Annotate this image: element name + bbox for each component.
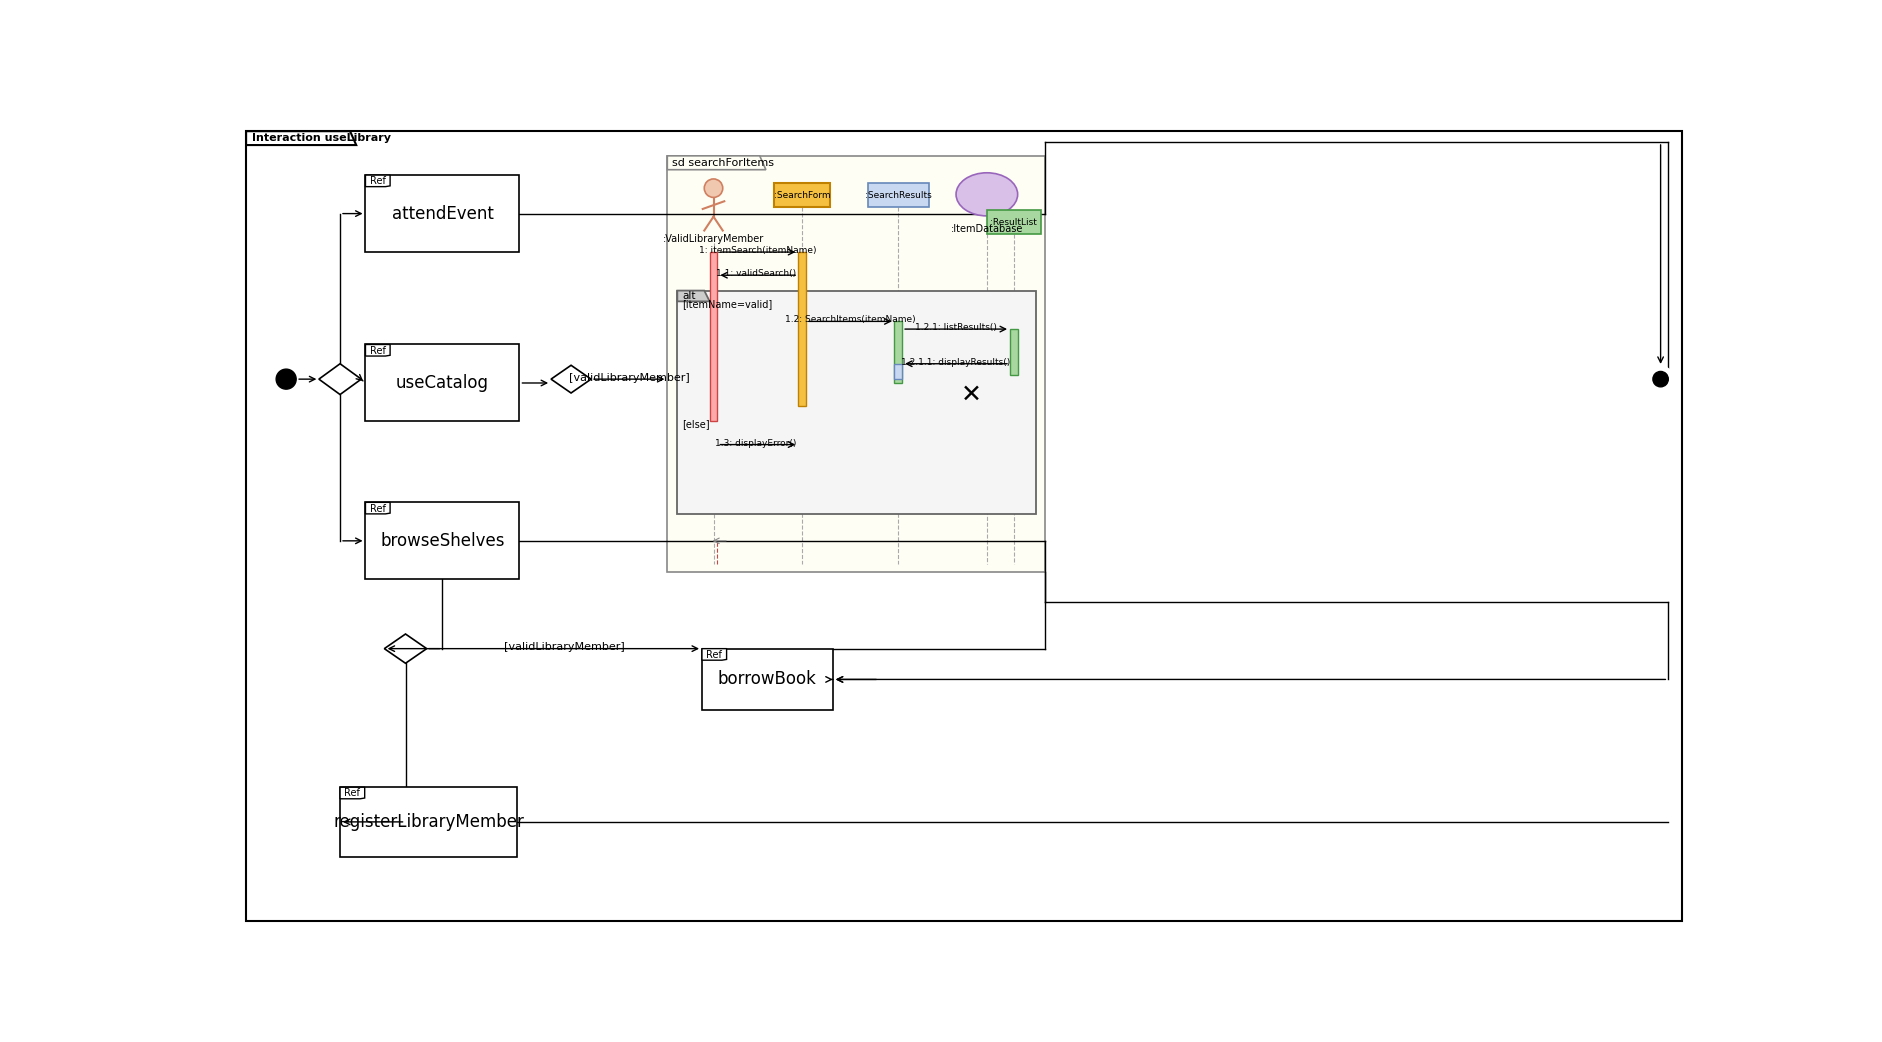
Polygon shape — [384, 634, 427, 664]
Polygon shape — [702, 648, 726, 661]
Bar — [341, 788, 518, 857]
Text: :SearchForm: :SearchForm — [774, 191, 830, 200]
Text: [else]: [else] — [681, 420, 710, 429]
Text: 1.2: SearchItems(itemName): 1.2: SearchItems(itemName) — [785, 316, 915, 324]
Text: 1: itemSearch(itemName): 1: itemSearch(itemName) — [698, 246, 817, 255]
Bar — [1011, 329, 1018, 375]
Text: useCatalog: useCatalog — [395, 374, 489, 392]
Text: Ref: Ref — [371, 503, 386, 514]
Text: Interaction useLibrary: Interaction useLibrary — [252, 133, 391, 143]
Bar — [365, 345, 519, 422]
Text: alt: alt — [683, 291, 696, 301]
Text: [validLibraryMember]: [validLibraryMember] — [568, 373, 689, 383]
Bar — [986, 209, 1041, 234]
Text: registerLibraryMember: registerLibraryMember — [333, 813, 523, 830]
Text: :SearchResults: :SearchResults — [866, 191, 932, 200]
Polygon shape — [318, 364, 361, 395]
Circle shape — [1652, 371, 1667, 387]
Bar — [894, 321, 901, 383]
Bar — [798, 252, 805, 406]
Bar — [365, 502, 519, 579]
Polygon shape — [551, 366, 591, 393]
Ellipse shape — [956, 173, 1018, 216]
Bar — [710, 252, 717, 422]
Bar — [894, 364, 901, 379]
Polygon shape — [247, 131, 356, 145]
Polygon shape — [365, 345, 390, 356]
Bar — [668, 156, 1045, 572]
Text: :ValidLibraryMember: :ValidLibraryMember — [662, 233, 764, 244]
Text: attendEvent: attendEvent — [391, 204, 493, 223]
Text: 1.2.1: listResults(): 1.2.1: listResults() — [915, 323, 997, 332]
Bar — [365, 175, 519, 252]
Text: 1.2.1.1: displayResults(): 1.2.1.1: displayResults() — [901, 357, 1011, 367]
Text: borrowBook: borrowBook — [717, 670, 817, 689]
Bar — [678, 291, 1037, 514]
Polygon shape — [365, 175, 390, 187]
Text: sd searchForItems: sd searchForItems — [672, 157, 774, 168]
Text: 1.3: displayError(): 1.3: displayError() — [715, 439, 796, 448]
Bar — [868, 182, 930, 207]
Polygon shape — [365, 502, 390, 514]
Text: browseShelves: browseShelves — [380, 531, 504, 550]
Text: Ref: Ref — [344, 789, 359, 798]
Polygon shape — [668, 156, 766, 170]
Text: Ref: Ref — [371, 346, 386, 355]
Text: 1.1: validSearch(): 1.1: validSearch() — [715, 269, 796, 278]
Text: [validLibraryMember]: [validLibraryMember] — [504, 643, 625, 652]
Text: [itemName=valid]: [itemName=valid] — [681, 299, 772, 309]
Text: Ref: Ref — [371, 176, 386, 187]
Bar — [702, 648, 834, 711]
Text: :ItemDatabase: :ItemDatabase — [950, 224, 1024, 233]
Bar — [774, 182, 830, 207]
Circle shape — [277, 369, 295, 389]
Text: Ref: Ref — [706, 650, 723, 660]
Circle shape — [1649, 367, 1673, 392]
Text: ✕: ✕ — [962, 382, 982, 406]
Circle shape — [704, 179, 723, 197]
Polygon shape — [341, 788, 365, 799]
Text: :ResultList: :ResultList — [990, 218, 1037, 226]
Polygon shape — [678, 291, 710, 301]
